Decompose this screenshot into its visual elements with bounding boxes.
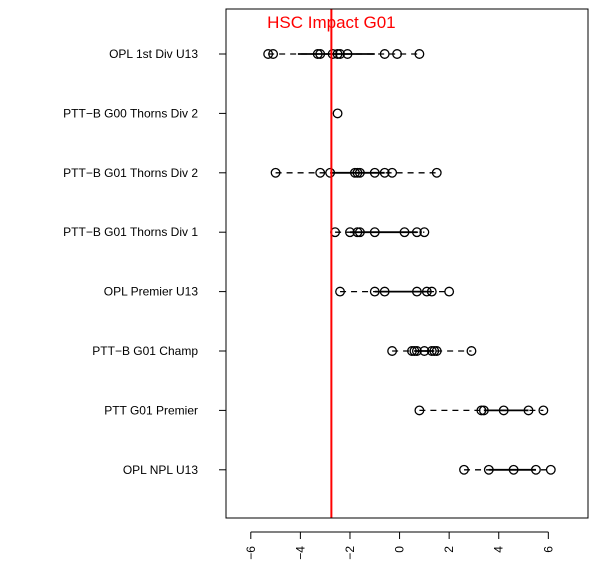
data-point (354, 167, 365, 178)
y-tick-label: PTT−B G00 Thorns Div 2 (63, 106, 198, 120)
data-point (466, 346, 477, 356)
y-tick-label: OPL 1st Div U13 (109, 47, 198, 61)
data-point (332, 108, 343, 119)
data-point (419, 346, 430, 356)
reference-line-label: HSC Impact G01 (267, 13, 396, 32)
data-point (421, 286, 432, 297)
row-8 (459, 464, 556, 475)
data-point (409, 346, 420, 356)
data-point (459, 464, 469, 475)
data-point (325, 167, 336, 178)
data-point (315, 49, 326, 59)
data-point (411, 346, 422, 356)
x-tick-label: −6 (244, 546, 258, 560)
x-axis: −6 −4 −2 0 2 4 6 (244, 531, 555, 560)
data-point (419, 227, 430, 238)
row-5 (335, 286, 455, 297)
row-3 (270, 167, 442, 178)
data-point (431, 167, 442, 178)
row-1 (263, 49, 425, 59)
data-point (352, 227, 363, 238)
data-point (392, 49, 403, 59)
y-axis: OPL 1st Div U13 PTT−B G00 Thorns Div 2 PTT… (63, 47, 226, 477)
y-tick-label: PTT G01 Premier (104, 403, 198, 417)
y-tick-label: PTT−B G01 Thorns Div 1 (63, 225, 198, 239)
data-point (411, 227, 422, 238)
row-7 (414, 405, 549, 416)
data-point (538, 405, 549, 416)
data-point (379, 167, 390, 178)
data-point (369, 167, 380, 178)
data-point (312, 49, 323, 59)
x-tick-label: 2 (442, 546, 456, 553)
data-point (263, 49, 274, 59)
data-point (354, 227, 365, 238)
row-6 (387, 346, 477, 356)
data-point (426, 346, 437, 356)
data-point (476, 405, 487, 416)
data-point (444, 286, 455, 297)
data-point (545, 464, 556, 475)
x-tick-label: −4 (293, 546, 307, 560)
data-point (327, 49, 338, 59)
reference-line-group: HSC Impact G01 (267, 9, 396, 518)
data-point (342, 49, 353, 59)
data-point (387, 167, 398, 178)
row-4 (330, 227, 430, 238)
data-point (523, 405, 534, 416)
data-point (369, 227, 380, 238)
data-point (411, 286, 422, 297)
data-point (426, 286, 437, 297)
row-2 (332, 108, 343, 119)
data-point (349, 167, 360, 178)
data-point (508, 464, 519, 475)
data-point (407, 346, 417, 356)
chart-rows (263, 49, 556, 475)
x-tick-label: 0 (393, 546, 407, 553)
plot-frame (225, 8, 589, 519)
x-tick-label: −2 (343, 546, 357, 560)
data-point (345, 227, 355, 238)
data-point (315, 167, 326, 178)
y-tick-label: OPL NPL U13 (123, 463, 198, 477)
data-point (387, 346, 398, 356)
data-point (379, 286, 390, 297)
data-point (431, 346, 442, 356)
data-point (414, 405, 425, 416)
data-point (414, 49, 425, 59)
data-point (369, 286, 380, 297)
data-point (268, 49, 279, 59)
data-point (352, 167, 363, 178)
x-tick-label: 6 (541, 546, 555, 553)
data-point (429, 346, 440, 356)
data-point (478, 405, 489, 416)
y-tick-label: PTT−B G01 Champ (92, 344, 198, 358)
data-point (399, 227, 410, 238)
y-tick-label: PTT−B G01 Thorns Div 2 (63, 166, 198, 180)
data-point (270, 167, 281, 178)
data-point (335, 286, 346, 297)
data-point (379, 49, 390, 59)
data-point (335, 49, 346, 59)
x-tick-label: 4 (492, 546, 506, 553)
y-tick-label: OPL Premier U13 (104, 285, 199, 299)
data-point (483, 464, 494, 475)
data-point (530, 464, 541, 475)
data-point (332, 49, 343, 59)
data-point (498, 405, 509, 416)
